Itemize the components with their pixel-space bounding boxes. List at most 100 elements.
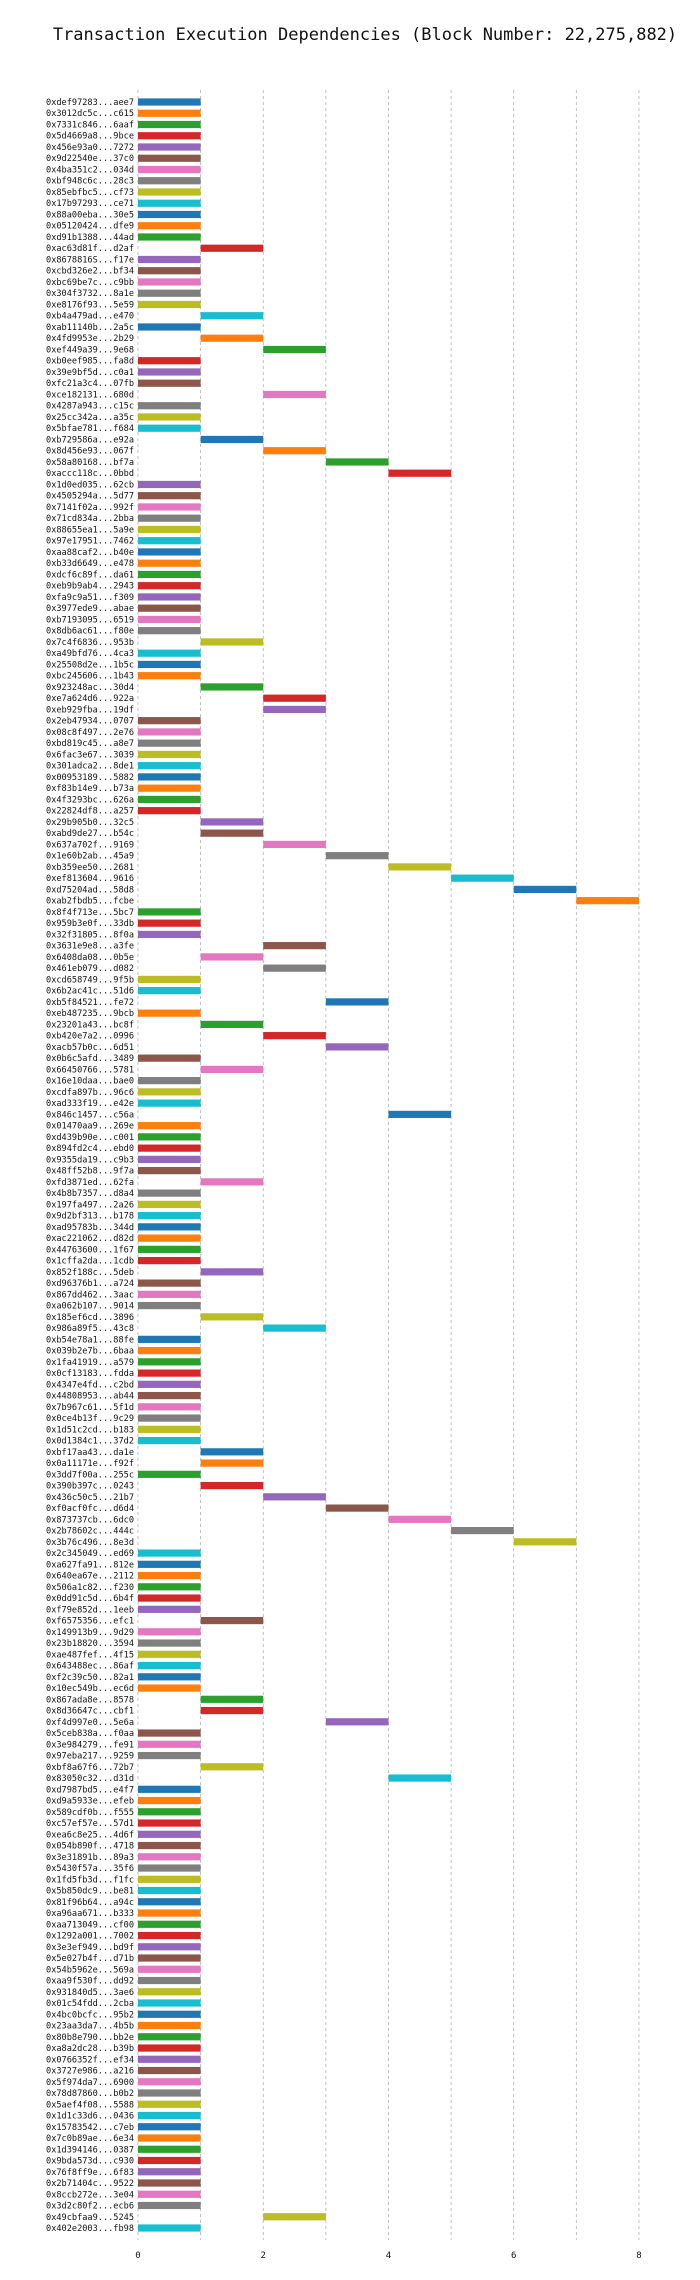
transaction-bar (138, 1583, 201, 1591)
transaction-label: 0x3727e986...a216 (46, 2067, 134, 2077)
transaction-label: 0x4f3293bc...626a (46, 795, 134, 805)
transaction-bar (138, 368, 201, 376)
transaction-label: 0x39e9bf5d...c0a1 (46, 368, 134, 378)
transaction-bar (200, 435, 264, 444)
transaction-label: 0xbf8a67f6...72b7 (46, 1763, 134, 1773)
transaction-bar (138, 2156, 201, 2165)
transaction-bar (263, 390, 326, 399)
transaction-label: 0x15783542...c7eb (46, 2123, 134, 2133)
transaction-label: 0x852f188c...5deb (46, 1268, 134, 1278)
transaction-bar (138, 177, 201, 185)
transaction-bar (138, 762, 201, 770)
transaction-bar (576, 897, 639, 905)
transaction-bar (138, 1234, 201, 1242)
transaction-bar (138, 1920, 201, 1928)
transaction-label: 0xad333f19...e42e (46, 1099, 134, 1109)
transaction-label: 0x2b71404c...9522 (46, 2179, 134, 2189)
transaction-label: 0x80b8e790...bb2e (46, 2033, 134, 2043)
transaction-bar (138, 593, 201, 601)
transaction-label: 0x8d456e93...067f (46, 447, 134, 457)
x-tick-label: 8 (636, 2251, 641, 2261)
transaction-bar (388, 1110, 452, 1118)
transaction-label: 0x17b97293...ce71 (46, 199, 134, 209)
transaction-label: 0xabd9de27...b54c (46, 829, 134, 839)
transaction-bar (200, 953, 264, 961)
transaction-bar (138, 987, 201, 995)
transaction-label: 0xef449a39...9e68 (46, 345, 134, 355)
transaction-bar (138, 1909, 201, 1917)
transaction-bar (325, 1718, 389, 1726)
transaction-bar (325, 1043, 389, 1051)
transaction-label: 0x304f3732...8a1e (46, 289, 134, 299)
transaction-bar (138, 1796, 201, 1805)
transaction-label: 0x8ccb272e...3e04 (46, 2190, 134, 2200)
transaction-label: 0xf4d997e0...5e6a (46, 1718, 134, 1728)
transaction-label: 0x4b8b7357...d8a4 (46, 1189, 134, 1199)
transaction-bar (138, 1380, 201, 1388)
transaction-bar (513, 885, 577, 894)
transaction-label: 0x1cffa2da...1cdb (46, 1257, 134, 1267)
transaction-label: 0x16e10daa...bae0 (46, 1077, 134, 1087)
transaction-bar (138, 717, 201, 725)
transaction-label: 0x894fd2c4...ebd0 (46, 1144, 134, 1154)
transaction-label: 0x22824df8...a257 (46, 807, 134, 817)
transaction-bar (138, 289, 201, 297)
transaction-bar (138, 1122, 201, 1130)
transaction-label: 0x4287a943...c15c (46, 402, 134, 412)
transaction-bar (138, 1549, 201, 1557)
transaction-bar (138, 255, 201, 264)
transaction-label: 0x8f4f713e...5bc7 (46, 908, 134, 918)
transaction-bar (263, 1493, 326, 1501)
transaction-label: 0x589cdf0b...f555 (46, 1808, 134, 1818)
transaction-label: 0x58a80168...bf7a (46, 458, 134, 468)
transaction-bar (138, 1898, 201, 1906)
transaction-label: 0x1d51c2cd...b183 (46, 1425, 134, 1435)
transaction-label: 0x301adca2...8de1 (46, 762, 134, 772)
transaction-label: 0x25508d2e...1b5c (46, 660, 134, 670)
transaction-bar (138, 2134, 201, 2142)
transaction-label: 0x10ec549b...ec6d (46, 1684, 134, 1694)
transaction-bar (138, 1931, 201, 1940)
transaction-label: 0x66450766...5781 (46, 1065, 134, 1075)
transaction-bar (138, 1943, 201, 1951)
transaction-label: 0x0ce4b13f...9c29 (46, 1414, 134, 1424)
transaction-bar (138, 109, 201, 117)
transaction-bar (138, 1358, 201, 1366)
transaction-bar (138, 503, 201, 511)
transaction-bar (138, 1425, 201, 1433)
transaction-label: 0x5b850dc9...be81 (46, 1887, 134, 1897)
transaction-label: 0xf0acf0fc...d6d4 (46, 1504, 134, 1514)
transaction-label: 0x08c8f497...2e76 (46, 728, 134, 738)
transaction-bar (263, 705, 326, 714)
transaction-bar (138, 1740, 201, 1748)
transaction-label: 0x8db6ac61...f80e (46, 627, 134, 637)
transaction-bar (325, 852, 389, 860)
transaction-bar (138, 570, 201, 579)
transaction-label: 0x506a1c82...f230 (46, 1583, 134, 1593)
transaction-label: 0x1d394146...0387 (46, 2145, 134, 2155)
transaction-label: 0xb0eef985...fa8d (46, 357, 134, 367)
transaction-bar (138, 1155, 201, 1163)
transaction-label: 0x78d87860...b0b2 (46, 2089, 134, 2099)
transaction-label: 0x3012dc5c...c615 (46, 109, 134, 119)
transaction-label: 0x197fa497...2a26 (46, 1200, 134, 1210)
transaction-bar (138, 233, 201, 241)
chart-title: Transaction Execution Dependencies (Bloc… (53, 25, 677, 45)
transaction-label: 0xf6575356...efc1 (46, 1617, 134, 1627)
transaction-bar (200, 1313, 264, 1321)
transaction-label: 0xac63d81f...d2af (46, 244, 134, 254)
transaction-label: 0xbc69be7c...c9bb (46, 278, 134, 288)
transaction-label: 0x846c1457...c56a (46, 1110, 134, 1120)
transaction-label: 0xdcf6c89f...da61 (46, 570, 134, 580)
transaction-label: 0xf2c39c50...82a1 (46, 1673, 134, 1683)
transaction-label: 0x3dd7f00a...255c (46, 1470, 134, 1480)
transaction-bar (138, 908, 201, 916)
transaction-label: 0x9d2bf313...b178 (46, 1212, 134, 1222)
transaction-bar (263, 964, 326, 972)
transaction-label: 0xb359ee50...2681 (46, 863, 134, 873)
transaction-bar (138, 424, 201, 432)
transaction-bar (138, 1684, 201, 1692)
transaction-bar (263, 2213, 326, 2221)
transaction-label: 0x4bc0bcfc...95b2 (46, 2010, 134, 2020)
transaction-label: 0x48ff52b8...9f7a (46, 1167, 134, 1177)
